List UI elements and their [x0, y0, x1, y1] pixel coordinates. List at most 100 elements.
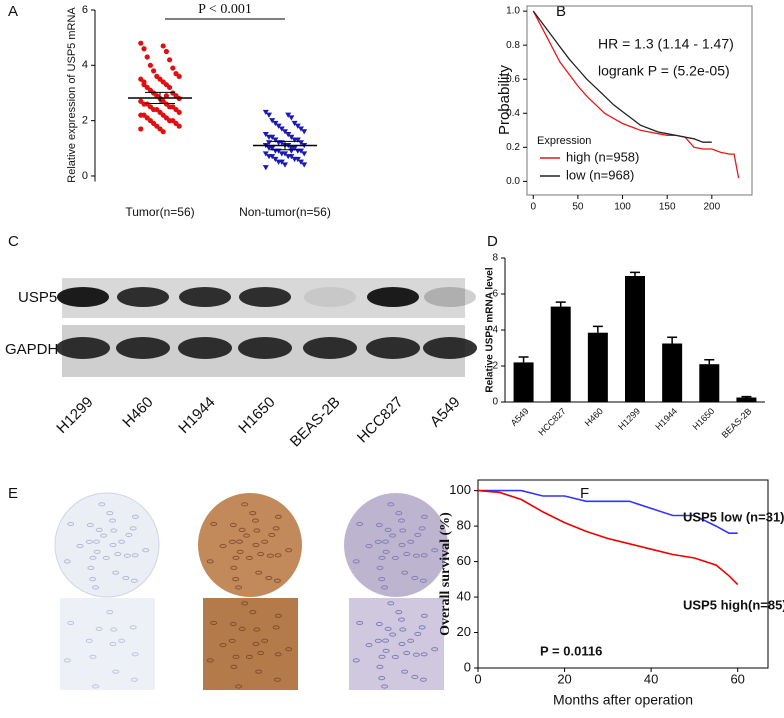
ihc-texture	[249, 610, 257, 615]
ihc-texture	[76, 543, 84, 549]
point	[141, 46, 147, 52]
x-tick-label: 150	[659, 202, 676, 213]
ihc-texture	[411, 674, 419, 680]
ihc-texture	[374, 539, 382, 544]
ihc-texture	[407, 638, 415, 643]
error-bar	[630, 271, 640, 276]
bar	[625, 276, 645, 402]
ihc-texture	[384, 527, 392, 533]
ihc-texture	[129, 526, 137, 531]
y-tick-label: 0	[464, 659, 471, 674]
y-tick-label: 0.2	[506, 142, 520, 153]
x-tick-label: 50	[572, 202, 584, 213]
ihc-texture	[431, 548, 439, 553]
blot-band	[304, 287, 356, 307]
ihc-texture	[85, 638, 93, 643]
ihc-texture	[236, 549, 244, 554]
ihc-texture	[398, 617, 406, 622]
blot-band	[179, 287, 231, 307]
ihc-texture	[232, 654, 240, 659]
ihc-texture	[253, 627, 261, 632]
ihc-texture	[274, 553, 282, 558]
ihc-texture	[395, 610, 403, 615]
ihc-texture	[238, 626, 246, 632]
ihc-texture	[232, 577, 240, 582]
legend-title: Expression	[537, 135, 591, 147]
ihc-texture	[63, 658, 71, 663]
panel-label: F	[580, 485, 589, 502]
x-tick-label: H1650	[691, 406, 717, 432]
ihc-texture	[378, 577, 386, 582]
ihc-texture	[285, 647, 293, 652]
bar	[736, 397, 757, 402]
blot-band	[117, 287, 169, 307]
x-tick-label: 0	[530, 202, 536, 213]
x-tick-label: 0	[474, 671, 481, 686]
ihc-texture	[382, 539, 390, 544]
annotation: HR = 1.3 (1.14 - 1.47)	[598, 36, 734, 52]
ihc-texture	[356, 521, 364, 527]
x-tick-label: H460	[583, 406, 605, 428]
x-tick-label: BEAS-2B	[720, 406, 754, 440]
ihc-texture	[255, 669, 263, 674]
ihc-texture	[93, 549, 101, 554]
panel-label: D	[487, 233, 498, 250]
point	[285, 112, 292, 118]
ihc-texture	[431, 647, 439, 652]
ihc-texture	[86, 522, 94, 528]
ihc-texture	[387, 601, 395, 606]
row-label: GAPDH	[5, 341, 58, 358]
row-label: USP5	[18, 289, 57, 306]
y-tick-label: 40	[457, 588, 471, 603]
x-axis-label: Months after operation	[553, 692, 693, 708]
lane-label: HCC827	[354, 394, 407, 447]
ihc-texture	[89, 654, 97, 659]
survival-curve	[478, 489, 738, 534]
ihc-texture	[110, 627, 118, 632]
ihc-texture	[95, 626, 103, 632]
point	[160, 43, 166, 49]
bar	[550, 306, 571, 402]
ihc-core	[344, 493, 448, 597]
ihc-texture	[374, 638, 382, 643]
point	[294, 137, 301, 143]
y-axis-label: Relative expression of USP5 mRNA	[66, 7, 78, 183]
lane-label: H1944	[175, 394, 218, 437]
blot-band	[116, 337, 170, 359]
ihc-texture	[257, 551, 265, 557]
y-tick-label: 6	[492, 289, 498, 300]
point	[269, 154, 276, 160]
ihc-texture	[93, 539, 101, 544]
lane-label: H1650	[235, 394, 278, 437]
point	[298, 126, 304, 132]
point	[278, 126, 285, 132]
ihc-texture	[89, 555, 97, 560]
ihc-texture	[403, 551, 411, 557]
ihc-texture	[110, 528, 118, 533]
point	[262, 109, 269, 116]
error-bar	[555, 301, 566, 307]
ihc-texture	[272, 625, 280, 630]
ihc-texture	[391, 654, 399, 660]
point	[176, 73, 182, 79]
ihc-zoom	[203, 598, 298, 690]
lane-label: H1299	[53, 394, 96, 437]
ihc-texture	[418, 625, 426, 630]
point	[138, 40, 144, 46]
ihc-texture	[382, 648, 390, 653]
point	[147, 62, 153, 68]
blot-band	[57, 287, 109, 307]
ihc-texture	[241, 601, 249, 606]
ihc-texture	[274, 652, 282, 657]
ihc-texture	[257, 650, 265, 656]
point	[291, 145, 298, 152]
survival-curve	[532, 10, 712, 143]
point	[272, 137, 279, 143]
ihc-texture	[419, 578, 427, 583]
ihc-texture	[63, 559, 71, 564]
blot-band	[366, 337, 420, 359]
ihc-texture	[241, 502, 249, 507]
point	[294, 156, 301, 163]
ihc-texture	[420, 613, 428, 618]
point	[141, 79, 147, 85]
